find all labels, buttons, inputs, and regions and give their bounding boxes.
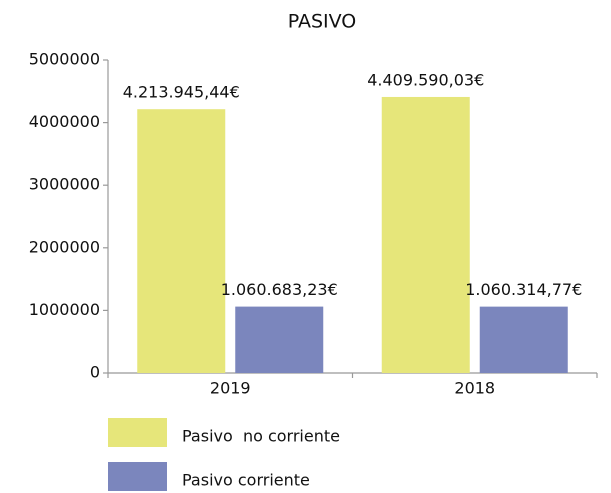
legend-label: Pasivo corriente	[182, 471, 310, 490]
x-tick-label: 2018	[454, 379, 495, 398]
x-tick-label: 2019	[210, 379, 251, 398]
bar	[381, 96, 470, 374]
legend-swatch	[108, 462, 167, 491]
y-tick-label: 3000000	[29, 175, 100, 194]
y-tick-label: 2000000	[29, 237, 100, 256]
y-tick-label: 1000000	[29, 300, 100, 319]
bar	[235, 306, 324, 373]
legend-swatch	[108, 418, 167, 447]
y-tick-label: 0	[90, 363, 100, 382]
value-label: 1.060.683,23€	[221, 280, 338, 299]
value-label: 1.060.314,77€	[465, 280, 582, 299]
y-tick-label: 4000000	[29, 112, 100, 131]
value-label: 4.409.590,03€	[367, 70, 484, 89]
y-tick-label: 5000000	[29, 50, 100, 69]
value-label: 4.213.945,44€	[123, 83, 240, 102]
bar	[479, 306, 568, 373]
chart-title: PASIVO	[288, 11, 357, 33]
bar	[137, 109, 226, 373]
legend-label: Pasivo no corriente	[182, 427, 340, 446]
